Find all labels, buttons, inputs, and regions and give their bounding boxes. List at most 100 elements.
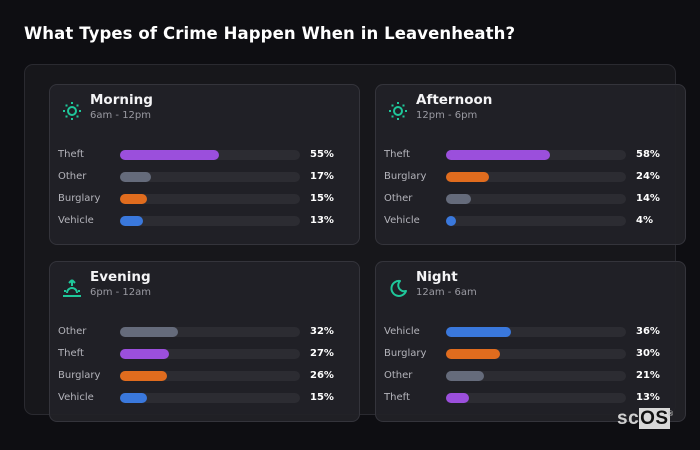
bar-fill — [446, 216, 456, 226]
bar-track — [120, 150, 300, 160]
bar-percent: 4% — [636, 215, 653, 226]
card-time-range: 12am - 6am — [416, 287, 477, 298]
bar-row-vehicle: Vehicle 36% — [376, 325, 687, 339]
bar-fill — [446, 393, 470, 403]
bar-label: Vehicle — [58, 392, 94, 403]
card-morning: Morning 6am - 12pm Theft 55% Other 17% Burgl… — [49, 84, 360, 245]
bar-track — [446, 327, 626, 337]
bar-track — [120, 349, 300, 359]
bar-row-burglary: Burglary 24% — [376, 170, 687, 184]
bar-percent: 17% — [310, 171, 334, 182]
bar-row-other: Other 21% — [376, 369, 687, 383]
bar-percent: 13% — [636, 392, 660, 403]
bar-percent: 15% — [310, 193, 334, 204]
bar-fill — [446, 371, 484, 381]
card-title: Night — [416, 269, 458, 285]
bar-percent: 13% — [310, 215, 334, 226]
bar-label: Theft — [58, 348, 84, 359]
scos-logo: scOS ® — [617, 408, 673, 429]
bar-track — [120, 216, 300, 226]
bar-row-burglary: Burglary 26% — [50, 369, 361, 383]
bar-percent: 24% — [636, 171, 660, 182]
bar-track — [120, 194, 300, 204]
card-title: Morning — [90, 92, 153, 108]
bar-row-burglary: Burglary 30% — [376, 347, 687, 361]
bar-percent: 21% — [636, 370, 660, 381]
bar-fill — [446, 194, 472, 204]
bar-track — [446, 216, 626, 226]
logo-os-text: OS — [639, 408, 670, 429]
bar-percent: 15% — [310, 392, 334, 403]
bar-fill — [446, 150, 551, 160]
page-title: What Types of Crime Happen When in Leave… — [24, 24, 516, 43]
bar-fill — [120, 327, 178, 337]
bar-percent: 30% — [636, 348, 660, 359]
bar-label: Other — [384, 370, 413, 381]
bar-label: Theft — [384, 149, 410, 160]
bar-row-vehicle: Vehicle 13% — [50, 214, 361, 228]
bar-label: Theft — [384, 392, 410, 403]
card-time-range: 6am - 12pm — [90, 110, 152, 121]
bar-percent: 32% — [310, 326, 334, 337]
bar-track — [446, 371, 626, 381]
card-evening: Evening 6pm - 12am Other 32% Theft 27% Burgl… — [49, 261, 360, 422]
bar-row-other: Other 32% — [50, 325, 361, 339]
bar-fill — [120, 349, 169, 359]
bar-label: Vehicle — [384, 215, 420, 226]
bar-label: Burglary — [384, 171, 427, 182]
bar-track — [446, 393, 626, 403]
sun-icon — [63, 102, 81, 120]
bar-percent: 14% — [636, 193, 660, 204]
bar-percent: 27% — [310, 348, 334, 359]
bar-row-theft: Theft 27% — [50, 347, 361, 361]
bar-label: Burglary — [58, 193, 101, 204]
bar-row-theft: Theft 58% — [376, 148, 687, 162]
bar-percent: 55% — [310, 149, 334, 160]
bar-row-theft: Theft 55% — [50, 148, 361, 162]
card-night: Night 12am - 6am Vehicle 36% Burglary 30% Ot… — [375, 261, 686, 422]
bar-percent: 26% — [310, 370, 334, 381]
card-title: Afternoon — [416, 92, 493, 108]
card-time-range: 12pm - 6pm — [416, 110, 478, 121]
bar-fill — [446, 349, 500, 359]
bar-fill — [120, 393, 147, 403]
card-title: Evening — [90, 269, 151, 285]
bar-fill — [446, 172, 490, 182]
bar-percent: 58% — [636, 149, 660, 160]
bar-row-other: Other 17% — [50, 170, 361, 184]
bar-track — [120, 393, 300, 403]
bar-fill — [120, 150, 219, 160]
bar-fill — [120, 194, 147, 204]
bar-track — [120, 172, 300, 182]
bar-track — [446, 150, 626, 160]
bar-fill — [120, 172, 151, 182]
bar-row-burglary: Burglary 15% — [50, 192, 361, 206]
sun-icon — [389, 102, 407, 120]
sunrise-icon — [63, 279, 81, 297]
bar-label: Vehicle — [58, 215, 94, 226]
card-afternoon: Afternoon 12pm - 6pm Theft 58% Burglary 24%… — [375, 84, 686, 245]
moon-icon — [390, 279, 407, 297]
bar-label: Burglary — [58, 370, 101, 381]
bar-track — [446, 349, 626, 359]
bar-row-other: Other 14% — [376, 192, 687, 206]
bar-fill — [120, 216, 144, 226]
logo-registered-mark: ® — [668, 411, 674, 418]
bar-label: Burglary — [384, 348, 427, 359]
bar-row-vehicle: Vehicle 15% — [50, 391, 361, 405]
bar-row-theft: Theft 13% — [376, 391, 687, 405]
logo-sc-text: sc — [617, 408, 640, 429]
bar-fill — [446, 327, 511, 337]
bar-row-vehicle: Vehicle 4% — [376, 214, 687, 228]
bar-label: Vehicle — [384, 326, 420, 337]
bar-track — [446, 194, 626, 204]
bar-fill — [120, 371, 167, 381]
bar-track — [446, 172, 626, 182]
card-time-range: 6pm - 12am — [90, 287, 152, 298]
bar-track — [120, 371, 300, 381]
bar-track — [120, 327, 300, 337]
bar-percent: 36% — [636, 326, 660, 337]
bar-label: Other — [384, 193, 413, 204]
bar-label: Other — [58, 326, 87, 337]
bar-label: Other — [58, 171, 87, 182]
